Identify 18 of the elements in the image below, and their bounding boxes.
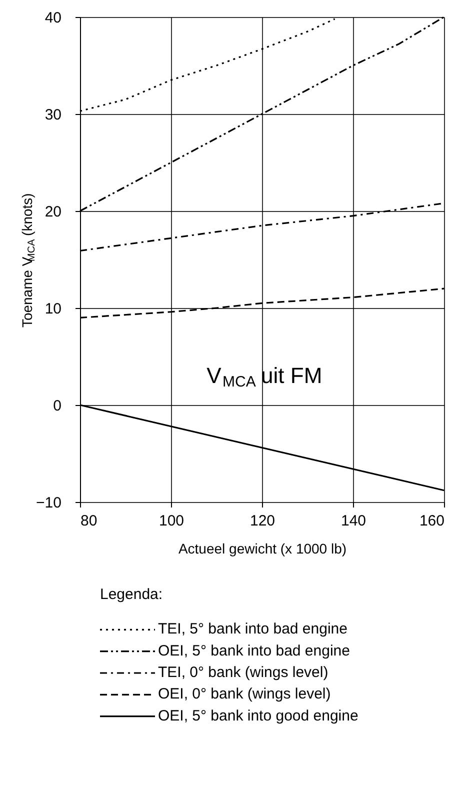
x-tick-label: 100 — [158, 512, 184, 530]
y-tick-label: −10 — [36, 494, 62, 512]
legend-label: OEI, 5° bank into bad engine — [158, 642, 350, 660]
x-tick-label: 140 — [340, 512, 366, 530]
x-axis-title: Actueel gewicht (x 1000 lb) — [178, 540, 347, 556]
y-tick-label: 40 — [44, 10, 62, 26]
legend-title: Legenda: — [100, 586, 163, 603]
x-tick-label: 160 — [419, 512, 444, 530]
x-tick-label: 120 — [250, 512, 276, 530]
x-tick-label: 80 — [80, 512, 98, 530]
legend-label: TEI, 0° bank (wings level) — [158, 664, 328, 681]
y-tick-label: 10 — [44, 300, 62, 318]
y-tick-label: 30 — [44, 106, 62, 124]
y-tick-label: 20 — [44, 204, 62, 220]
legend-label: OEI, 5° bank into good engine — [158, 707, 358, 724]
y-tick-label: 0 — [53, 398, 62, 414]
legend-label: TEI, 5° bank into bad engine — [158, 620, 348, 638]
legend-label: OEI, 0° bank (wings level) — [158, 686, 331, 703]
